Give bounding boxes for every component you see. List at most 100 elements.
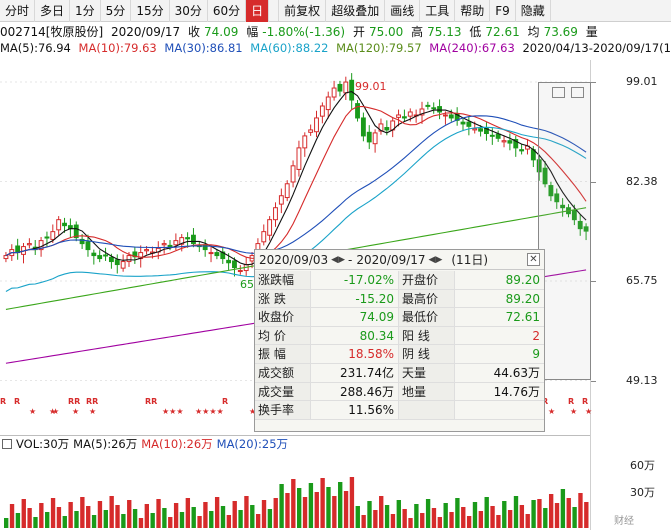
stat-label: 阳 线 (399, 326, 455, 345)
toolbar-button[interactable]: 帮助 (455, 0, 491, 22)
candle-body (120, 261, 126, 269)
volume-bar (308, 483, 314, 528)
signal-marker: RR (86, 397, 99, 406)
stat-label: 成交量 (255, 382, 311, 401)
candle-body (208, 252, 214, 255)
volume-bar (50, 498, 56, 528)
volume-bar (425, 499, 431, 528)
volume-bar (437, 517, 442, 528)
candle-body (401, 116, 407, 119)
volume-bar (56, 507, 62, 528)
stat-value: 89.20 (505, 291, 540, 306)
toolbar-button[interactable]: 工具 (420, 0, 456, 22)
candle-body (290, 165, 296, 183)
candle-body (419, 108, 425, 116)
ma5-value: MA(5):76.94 (0, 41, 71, 55)
period-toolbar: 分时 多日 1分 5分 15分 30分 60分日前复权 超级叠加 画线 工具 帮助 F9 隐藏 (0, 0, 671, 22)
selected-range-box[interactable] (538, 82, 591, 380)
toolbar-button[interactable]: 60分 (208, 0, 247, 22)
signal-marker: ★ (72, 407, 80, 416)
ma5-line (5, 91, 587, 266)
stat-value: 80.34 (311, 326, 399, 345)
toolbar-button[interactable]: 30分 (170, 0, 208, 22)
stat-value: 89.20 (505, 273, 540, 287)
volume-bar (261, 500, 267, 528)
volume-axis-30: 30万 (630, 486, 655, 499)
volume-bar (285, 493, 290, 528)
candle-body (548, 185, 554, 197)
candle-body (460, 121, 466, 125)
start-arrows-icon[interactable]: ◀▶ (331, 254, 346, 265)
toolbar-button[interactable]: 隐藏 (516, 0, 551, 22)
signal-marker: RR (68, 397, 81, 406)
stats-row: 均 价 80.34 阳 线 2 (255, 326, 544, 346)
volume-chart[interactable] (0, 456, 591, 528)
candle-body (15, 245, 21, 254)
toolbar-button[interactable]: 5分 (101, 0, 132, 22)
volume-bar (250, 505, 255, 528)
toolbar-separator (269, 0, 280, 21)
low-label: 低 (469, 25, 482, 39)
candle-body (507, 140, 513, 144)
toolbar-button[interactable]: 画线 (385, 0, 421, 22)
ma30-value: MA(30):86.81 (164, 41, 243, 55)
volume-ma5: MA(5):26万 (73, 436, 138, 451)
toolbar-button[interactable]: 多日 (35, 0, 71, 22)
volume-bar (9, 504, 15, 528)
volume-bar (220, 506, 226, 528)
volume-bar (203, 502, 208, 528)
volume-bar (384, 505, 390, 528)
stock-code-name: 002714[牧原股份] (0, 25, 104, 39)
stat-label (399, 401, 455, 419)
range-end-date[interactable]: 2020/09/17 (356, 252, 426, 267)
date-range: 2020/04/13-2020/09/17(109日) (522, 41, 671, 55)
candle-body (91, 252, 97, 257)
candle-body (296, 147, 302, 170)
toolbar-button[interactable]: 分时 (0, 0, 36, 22)
toolbar-button[interactable]: F9 (490, 0, 516, 22)
volume-bar (109, 496, 114, 528)
stat-value: 14.76万 (493, 384, 540, 399)
volume-bar (132, 509, 138, 528)
stat-value: 231.74亿 (311, 363, 399, 382)
volume-bar (373, 510, 378, 528)
volume-bar (320, 478, 325, 528)
candle-body (372, 132, 378, 145)
volume-bar (121, 514, 126, 528)
change-value: -1.80%(-1.36) (262, 25, 346, 39)
volume-bar (525, 514, 530, 528)
candle-body (173, 240, 179, 246)
toolbar-button[interactable]: 日 (246, 0, 270, 22)
price-tick (591, 381, 596, 382)
stat-value: -15.20 (311, 289, 399, 308)
candle-body (466, 121, 472, 127)
volume-bar (332, 496, 337, 528)
volume-bar (502, 501, 507, 528)
candle-body (167, 244, 173, 248)
volume-bar (179, 512, 185, 528)
maximize-icon[interactable] (552, 87, 565, 98)
volume-bar (343, 491, 349, 528)
volume-bar (314, 492, 319, 528)
close-icon[interactable]: ✕ (527, 253, 540, 266)
stats-grid: 涨跌幅 -17.02% 开盘价 89.20 涨 跌 -15.20 最高价 89.20 收盘价 74… (255, 271, 544, 420)
toolbar-button[interactable]: 15分 (131, 0, 170, 22)
signal-marker: R (542, 397, 549, 406)
range-start-date[interactable]: 2020/09/03 (259, 252, 329, 267)
restore-icon[interactable] (571, 87, 584, 98)
toolbar-button[interactable]: 超级叠加 (326, 0, 386, 22)
candle-body (302, 135, 308, 149)
stat-value: 72.61 (505, 310, 540, 325)
candle-body (79, 238, 85, 245)
price-tick (591, 82, 596, 83)
volume-settings-icon[interactable] (2, 438, 12, 449)
close-value: 74.09 (204, 25, 239, 39)
peak-price-label: 99.01 (355, 80, 387, 93)
open-label: 开 (352, 25, 365, 39)
toolbar-button[interactable]: 前复权 (279, 0, 327, 22)
volume-bar (554, 503, 560, 528)
candle-body (62, 222, 67, 227)
signal-marker: R (14, 397, 21, 406)
toolbar-button[interactable]: 1分 (70, 0, 101, 22)
end-arrows-icon[interactable]: ◀▶ (428, 254, 443, 265)
